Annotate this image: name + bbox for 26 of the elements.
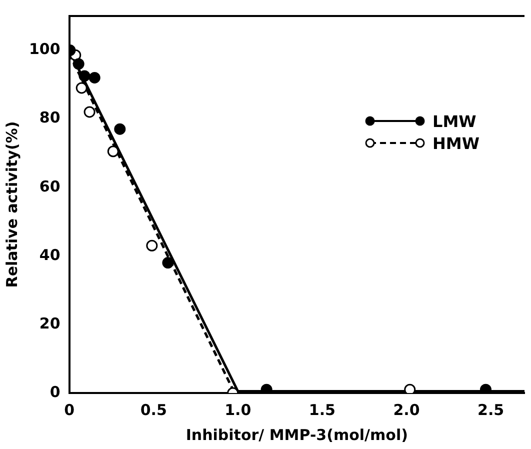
point (146, 240, 158, 252)
legend-label: HMW (432, 134, 480, 153)
x-tick-label: 2.0 (393, 400, 420, 419)
point (404, 384, 416, 393)
point (162, 257, 174, 269)
y-tick-label: 60 (39, 177, 60, 196)
y-tick-label: 0 (50, 382, 60, 401)
point (84, 106, 96, 118)
x-tick-label: 1.0 (224, 400, 252, 419)
y-axis-title: Relative activity(%) (2, 121, 21, 288)
x-axis-title: Inhibitor/ MMP-3(mol/mol) (186, 426, 408, 444)
y-tick-label: 80 (39, 108, 60, 127)
x-tick-label: 2.5 (477, 400, 504, 419)
point (107, 146, 119, 158)
y-tick-label: 40 (39, 246, 60, 264)
x-tick-label: 0.5 (140, 400, 167, 419)
x-tick-label: 0 (64, 400, 75, 419)
x-tick-label: 1.5 (308, 400, 336, 419)
point (76, 82, 88, 94)
point (72, 58, 84, 70)
point (114, 123, 126, 135)
y-tick-label: 100 (29, 40, 60, 58)
legend-label: LMW (432, 112, 476, 131)
point (88, 72, 100, 84)
y-tick-label: 20 (39, 314, 60, 332)
point (78, 70, 90, 82)
